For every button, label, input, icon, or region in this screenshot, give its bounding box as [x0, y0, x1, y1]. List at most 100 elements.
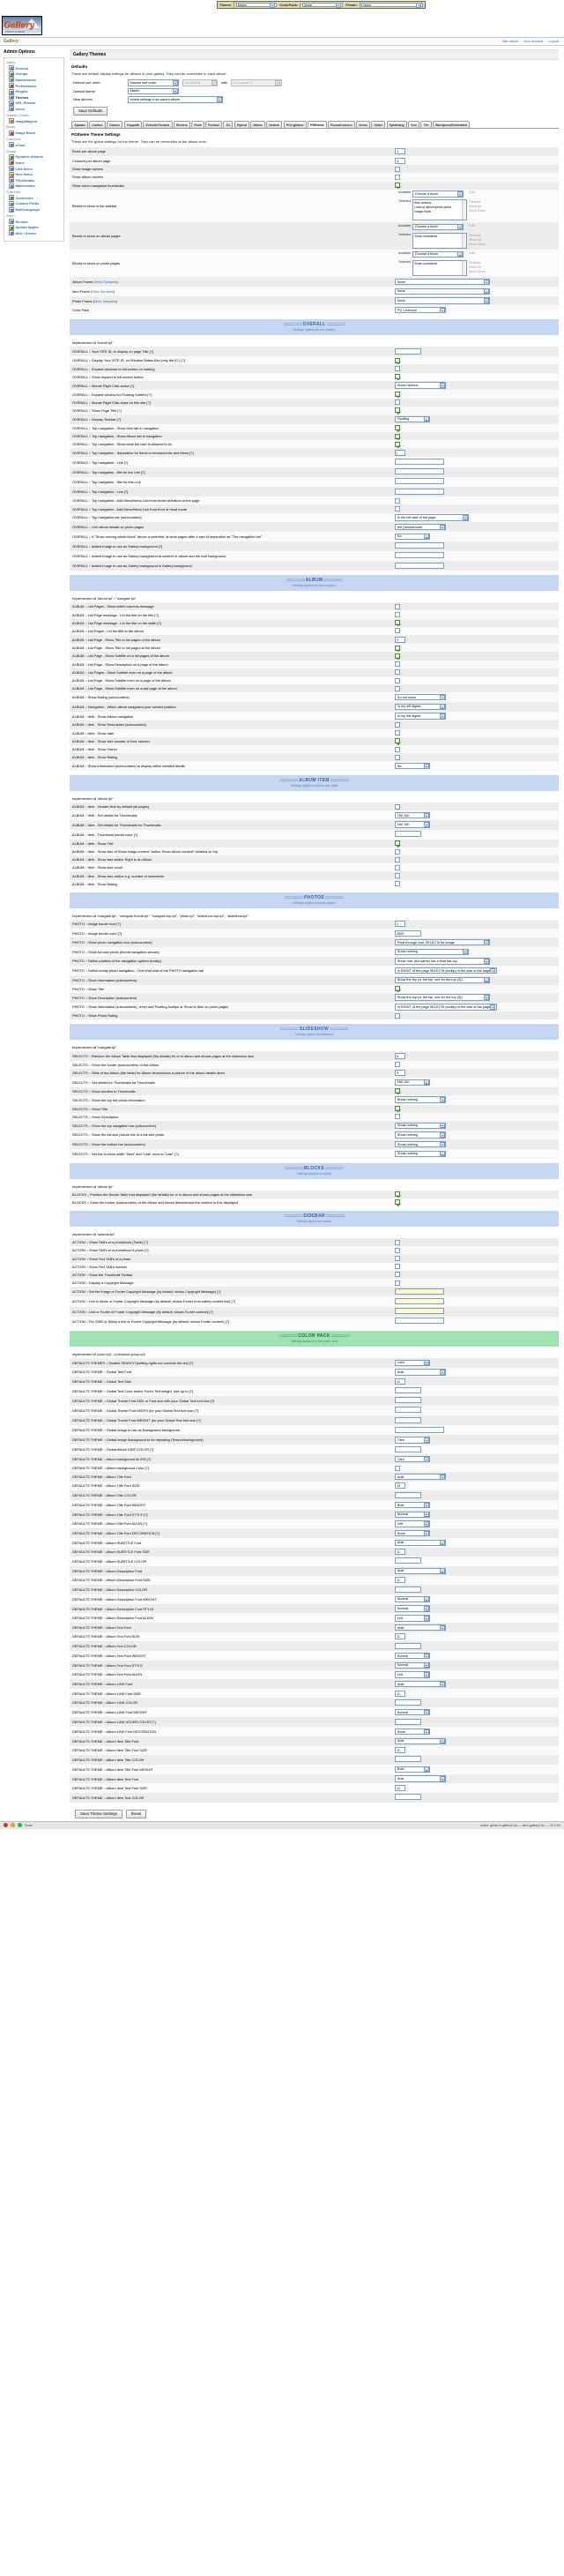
tab-slider[interactable]: Slider — [371, 121, 386, 128]
text-input[interactable]: 11 — [395, 1784, 406, 1791]
settings-select[interactable]: In my left digest — [395, 713, 447, 720]
sidebar-item-icons[interactable]: Icons — [6, 160, 62, 166]
text-input[interactable] — [395, 1586, 422, 1593]
checkbox-toggle[interactable] — [395, 873, 401, 879]
settings-select[interactable]: Show nothing — [395, 1131, 447, 1139]
checkbox-toggle[interactable] — [395, 1247, 401, 1253]
settings-select[interactable]: Arial — [395, 1539, 447, 1547]
settings-select[interactable]: Arial — [395, 1737, 447, 1745]
tab-electric[interactable]: Electric — [173, 121, 190, 128]
settings-select[interactable]: Arial — [395, 1680, 447, 1688]
tab-ajaxian[interactable]: Ajaxian — [71, 121, 88, 128]
text-input[interactable] — [395, 459, 445, 466]
text-input[interactable]: 11 — [395, 1633, 406, 1640]
link-logout[interactable]: Logout — [548, 40, 559, 43]
text-input[interactable]: 5 — [395, 1070, 406, 1077]
settings-select[interactable]: Show the top (or the top, see for the to… — [395, 994, 491, 1001]
checkbox-toggle[interactable] — [395, 653, 401, 659]
selected-block-option[interactable]: Show comments — [414, 261, 438, 265]
tab-pglightbox[interactable]: PGLightbox — [283, 121, 307, 128]
checkbox-toggle[interactable] — [395, 399, 401, 406]
sidebar-item-watermarks[interactable]: Watermarks — [6, 183, 62, 190]
block-action-remove[interactable]: Remove — [469, 260, 481, 265]
colorpack-quick-select[interactable]: None — [301, 2, 343, 8]
sidebar-item-image-block[interactable]: Image Block — [6, 130, 62, 136]
checkbox-toggle[interactable] — [395, 1465, 401, 1471]
checkbox-toggle[interactable] — [395, 856, 401, 862]
text-input[interactable]: #000 — [395, 930, 422, 937]
block-action-remove[interactable]: Remove — [469, 233, 481, 237]
block-action-move-up[interactable]: Move Up — [469, 205, 482, 209]
text-input[interactable] — [395, 1756, 422, 1763]
settings-select[interactable]: PG Charcoal — [395, 306, 447, 314]
checkbox-toggle[interactable] — [395, 669, 401, 676]
checkbox-toggle[interactable] — [395, 612, 401, 618]
checkbox-toggle[interactable] — [395, 174, 401, 180]
text-input[interactable]: 11 — [395, 1747, 406, 1754]
sidebar-item-url-rewrite[interactable]: URL Rewrite — [6, 100, 62, 107]
text-input[interactable] — [395, 542, 445, 549]
settings-select[interactable]: Show Options — [395, 382, 447, 389]
sidebar-item-upload-applet[interactable]: Upload Applet — [6, 224, 62, 230]
tab-matrix[interactable]: Matrix — [250, 121, 265, 128]
checkbox-toggle[interactable] — [395, 392, 401, 398]
text-input[interactable] — [395, 468, 445, 475]
theme-quick-select[interactable]: Matrix — [235, 2, 277, 8]
listbox-scrollbar[interactable] — [462, 200, 467, 220]
sidebar-item-maintenance[interactable]: Maintenance — [6, 77, 62, 83]
site-brand[interactable]: Gallery — [4, 39, 19, 44]
sidebar-item-groups[interactable]: Groups — [6, 71, 62, 78]
checkbox-toggle[interactable] — [395, 730, 401, 736]
add-block-link[interactable]: Add — [469, 190, 475, 195]
sidebar-item-custom-fields[interactable]: Custom Fields — [6, 200, 62, 207]
settings-select[interactable]: Show nothing — [395, 1140, 447, 1148]
tab-copplaft[interactable]: Copplaft — [123, 121, 143, 128]
checkbox-toggle[interactable] — [395, 1272, 401, 1278]
settings-select[interactable]: Float through over SELECTs for image — [395, 938, 491, 946]
defaults-select[interactable]: Matrix — [128, 87, 179, 94]
block-action-move-down[interactable]: Move Down — [469, 209, 486, 213]
checkbox-toggle[interactable] — [395, 1256, 401, 1262]
settings-select[interactable]: In my left digest — [395, 703, 447, 711]
settings-select[interactable]: Tiles — [395, 1455, 431, 1463]
sidebar-item-themes[interactable]: Themes — [6, 94, 62, 101]
tab-carbon[interactable]: Carbon — [89, 121, 106, 128]
checkbox-toggle[interactable] — [395, 603, 401, 609]
settings-select[interactable]: In the left side of the page — [395, 514, 470, 521]
settings-select[interactable]: Show nothing — [395, 1150, 447, 1158]
block-action-move-down[interactable]: Move Down — [469, 242, 486, 246]
checkbox-toggle[interactable] — [395, 881, 401, 887]
settings-select[interactable]: 160 160 — [395, 821, 431, 828]
checkbox-toggle[interactable] — [395, 1106, 401, 1112]
checkbox-toggle[interactable] — [395, 677, 401, 683]
sidebar-item-imagemagick[interactable]: ImageMagick — [6, 118, 62, 124]
save-theme-settings-button[interactable]: Save Theme Settings — [75, 1809, 122, 1818]
text-input[interactable] — [395, 1794, 422, 1801]
tab-eclecticthreads[interactable]: EclecticThreads — [143, 121, 173, 128]
settings-select[interactable]: Normal — [395, 1661, 431, 1669]
text-input[interactable]: 11 — [395, 1577, 406, 1584]
frame-quick-select[interactable]: None — [361, 2, 424, 8]
text-input[interactable] — [395, 1397, 422, 1404]
checkbox-toggle[interactable] — [395, 183, 401, 189]
settings-select[interactable]: Normal — [395, 1708, 431, 1716]
selected-block-option[interactable]: Image block — [414, 209, 432, 213]
selected-blocks-listbox[interactable]: Show comments — [412, 259, 468, 276]
settings-select[interactable]: Normal — [395, 1595, 431, 1603]
checkbox-toggle[interactable] — [395, 374, 401, 380]
settings-select[interactable]: None — [395, 1728, 431, 1736]
text-input[interactable]: 2 — [395, 636, 406, 643]
sidebar-item-comments[interactable]: Comments — [6, 195, 62, 201]
settings-select[interactable]: None — [395, 1529, 431, 1537]
text-input[interactable] — [395, 1416, 422, 1423]
settings-select[interactable]: None — [395, 297, 491, 304]
settings-select[interactable]: None — [395, 287, 491, 295]
settings-select[interactable]: Show the top (or the top, see for the to… — [395, 976, 491, 984]
settings-select[interactable]: Bold — [395, 1766, 431, 1773]
checkbox-toggle[interactable] — [395, 1062, 401, 1068]
checkbox-toggle[interactable] — [395, 407, 401, 414]
reset-button[interactable]: Reset — [125, 1809, 147, 1818]
sidebar-item-plugins[interactable]: Plugins — [6, 88, 62, 94]
sidebar-item-users[interactable]: Users — [6, 106, 62, 112]
checkbox-toggle[interactable] — [395, 754, 401, 760]
